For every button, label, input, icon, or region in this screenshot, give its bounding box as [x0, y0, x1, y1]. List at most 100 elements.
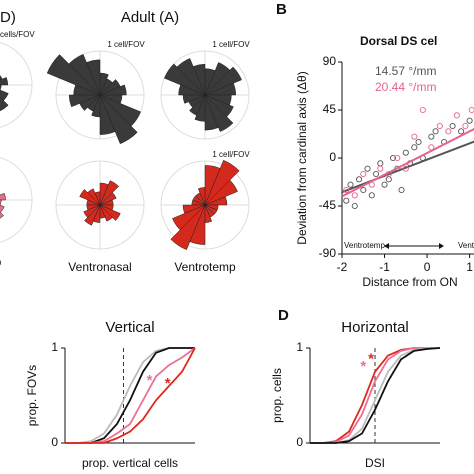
rose-wedge: [204, 165, 221, 206]
rose-wedge: [92, 204, 101, 223]
group-title: Adult (A): [121, 9, 179, 26]
point: [377, 160, 384, 167]
annotation: Ventrotemp: [344, 241, 385, 250]
x-axis-label: prop. vertical cells: [82, 456, 178, 470]
panel-letter: D: [278, 307, 289, 324]
point: [347, 181, 354, 188]
rose-wedge: [204, 62, 231, 96]
point: [368, 192, 375, 199]
x-tick-label: -2: [337, 260, 348, 274]
point: [411, 144, 418, 151]
rose-wedge: [99, 94, 141, 127]
rose-wedge: [79, 189, 101, 206]
rose-label: Ventrotemp: [174, 260, 236, 274]
y-axis-label: prop. cells: [270, 368, 284, 423]
significance-star: *: [165, 375, 171, 392]
point: [449, 122, 456, 130]
y-tick-label: -90: [319, 246, 337, 260]
rose-wedge: [46, 54, 101, 96]
point: [436, 122, 443, 130]
x-axis-label: DSI: [365, 456, 385, 470]
legend-entry: 20.44 °/mm: [375, 80, 437, 94]
point: [445, 128, 452, 135]
chart-title: Dorsal DS cel: [360, 34, 437, 48]
rose-wedge: [0, 84, 2, 91]
y-tick-label: 45: [323, 102, 337, 116]
x-tick-label: 0: [424, 260, 431, 274]
scale-label: 2 cells/FOV: [0, 30, 35, 39]
point: [343, 186, 350, 194]
x-axis-label: Distance from ON: [362, 275, 457, 289]
arrow-head: [384, 243, 389, 249]
y-tick-label: -45: [319, 198, 337, 212]
rose-wedge: [0, 199, 2, 206]
y-tick-label: 0: [51, 435, 58, 449]
rose-wedge: [204, 204, 219, 211]
rose-wedge: [204, 94, 234, 132]
rose-wedge: [99, 180, 120, 206]
rose-wedge: [0, 192, 6, 201]
point: [398, 186, 405, 194]
rose-wedge: [204, 94, 232, 106]
x-tick-label: -1: [379, 260, 390, 274]
rose-wedge: [178, 84, 206, 96]
point: [351, 192, 358, 199]
arrow-head: [439, 243, 444, 249]
cdf-line: [310, 347, 441, 444]
fit-line: [341, 128, 474, 198]
point: [462, 122, 469, 130]
point: [453, 112, 460, 119]
point: [415, 138, 422, 146]
point: [466, 117, 473, 124]
legend-entry: 14.57 °/mm: [375, 64, 437, 78]
rose-wedge: [170, 204, 206, 251]
cdf-line: [65, 347, 196, 444]
rose-wedge: [99, 79, 121, 96]
panel-text: D): [0, 9, 16, 26]
point: [351, 202, 358, 210]
rose-wedge: [164, 63, 206, 96]
chart-title: Vertical: [105, 319, 154, 336]
point: [364, 165, 371, 172]
point: [411, 133, 418, 140]
fit-line: [341, 140, 474, 194]
point: [458, 128, 465, 135]
y-axis-label: prop. FOVs: [25, 365, 39, 426]
rose-wedge: [0, 89, 9, 101]
y-tick-label: 1: [51, 340, 58, 354]
chart-title: Horizontal: [341, 319, 409, 336]
rose-wedge: [204, 159, 240, 206]
point: [385, 176, 392, 183]
rose-label: Ventronasal: [68, 260, 131, 274]
significance-star: *: [368, 350, 374, 367]
point: [360, 186, 367, 194]
point: [381, 181, 388, 188]
point: [428, 133, 435, 140]
scale-label: 1 cell/FOV: [107, 40, 145, 49]
rose-wedge: [0, 74, 3, 81]
point: [360, 170, 367, 178]
rose-wedge: [189, 204, 206, 245]
point: [468, 106, 474, 114]
rose-wedge: [99, 94, 123, 104]
annotation: Vent: [458, 241, 474, 250]
significance-star: *: [147, 372, 153, 389]
y-tick-label: 1: [296, 340, 303, 354]
point: [394, 154, 401, 162]
cdf-line: [65, 347, 196, 444]
rose-wedge: [79, 94, 101, 111]
panel-letter: B: [276, 1, 287, 18]
rose-wedge: [99, 94, 138, 145]
point: [432, 128, 439, 135]
rose-wedge: [99, 204, 114, 211]
point: [343, 197, 350, 204]
point: [355, 176, 363, 183]
rose-wedge: [0, 204, 5, 213]
rose-wedge: [84, 204, 101, 226]
scale-label: 1 cell/FOV: [212, 150, 250, 159]
point: [389, 154, 397, 162]
y-tick-label: 90: [323, 54, 337, 68]
x-tick-label: 1: [466, 260, 473, 274]
rose-wedge: [0, 96, 9, 112]
